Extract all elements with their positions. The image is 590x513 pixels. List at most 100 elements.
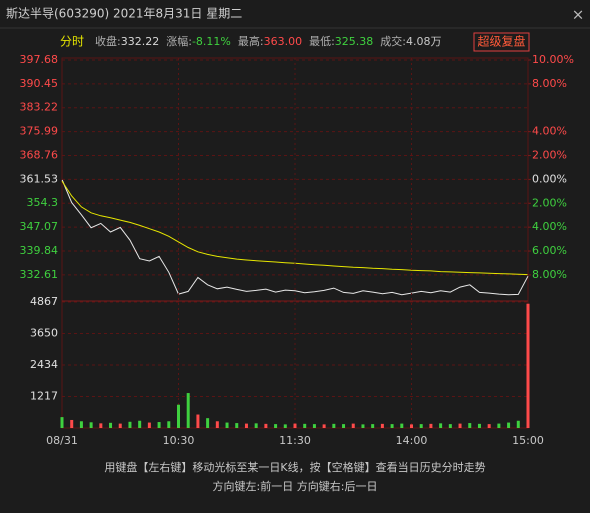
volume-bar [429, 423, 433, 428]
x-tick-label: 08/31 [46, 434, 78, 447]
volume-bar [138, 420, 142, 428]
volume-bar [177, 404, 180, 428]
volume-bar [332, 423, 336, 428]
footer-hint: 用键盘【左右键】移动光标至某一日K线，按【空格键】查看当日历史分时走势 [104, 460, 485, 474]
stat: 收盘:332.22 [95, 34, 159, 48]
y2-tick-label: 2.00% [532, 149, 567, 162]
volume-bar [254, 423, 258, 428]
volume-bar [244, 423, 248, 428]
stat: 涨幅:-8.11% [166, 35, 231, 48]
stat-value: 4.08万 [406, 35, 442, 48]
volume-bar [303, 423, 307, 428]
volume-bar [468, 423, 472, 428]
y-tick-label: 375.99 [20, 125, 59, 138]
volume-bar [60, 417, 64, 428]
volume-bar [167, 421, 171, 428]
x-tick-label: 15:00 [512, 434, 544, 447]
close-button[interactable]: × [572, 6, 585, 24]
stat: 最高:363.00 [238, 34, 302, 48]
volume-bar [380, 423, 384, 428]
volume-bar [312, 424, 316, 428]
volume-bar [458, 423, 462, 428]
volume-bar [448, 424, 452, 428]
volume-bar [293, 423, 297, 428]
button-frame[interactable] [473, 32, 530, 52]
volume-bar [361, 424, 365, 428]
y-tick-label: 2434 [30, 358, 58, 371]
review-button[interactable]: 超级复盘 [477, 34, 525, 49]
volume-bar [196, 414, 200, 428]
y2-tick-label: 10.00% [532, 53, 574, 66]
volume-bar [497, 423, 501, 428]
y-tick-label: 383.22 [20, 101, 59, 114]
stat-value: 363.00 [264, 35, 303, 48]
y-tick-label: 3650 [30, 327, 58, 340]
series-line [61, 179, 529, 296]
volume-bar [371, 424, 375, 428]
y2-tick-label: 4.00% [532, 125, 567, 138]
volume-bar [439, 423, 443, 428]
volume-bar [342, 424, 346, 428]
volume-bar [99, 423, 103, 428]
volume-bar [516, 420, 520, 428]
footer-keys: 方向键左:前一日 方向键右:后一日 [213, 479, 378, 493]
y-tick-label: 347.07 [20, 220, 59, 233]
y-tick-label: 390.45 [20, 77, 59, 90]
stat-label: 涨幅: [166, 35, 192, 48]
volume-bar [283, 424, 287, 428]
x-tick-label: 11:30 [279, 434, 311, 447]
volume-bar [477, 423, 481, 428]
y-tick-label: 332.61 [20, 268, 59, 281]
y-tick-label: 368.76 [20, 148, 59, 161]
volume-bar [70, 419, 74, 428]
stat-value: -8.11% [192, 35, 231, 48]
x-tick-label: 14:00 [396, 434, 428, 447]
volume-bar [109, 422, 113, 428]
volume-bar [186, 393, 190, 428]
stat-label: 成交: [380, 34, 406, 48]
stat-label: 最低: [309, 35, 335, 48]
x-tick-label: 10:30 [163, 434, 195, 447]
stat: 最低:325.38 [309, 35, 373, 48]
y2-tick-label: 8.00% [532, 268, 567, 281]
volume-bar [400, 423, 404, 428]
mode-label[interactable]: 分时 [60, 35, 84, 49]
volume-bar [118, 423, 122, 428]
stat-label: 收盘: [95, 34, 121, 48]
volume-bar [419, 424, 423, 428]
volume-bar [526, 303, 530, 428]
stat-label: 最高: [238, 34, 264, 48]
stat-value: 325.38 [335, 35, 374, 48]
volume-bar [89, 422, 93, 428]
volume-bar [79, 421, 83, 428]
y2-tick-label: 0.00% [532, 172, 567, 185]
y-tick-label: 354.3 [27, 196, 59, 209]
y-tick-label: 361.53 [20, 172, 59, 185]
stat-value: 332.22 [121, 35, 160, 48]
y2-tick-label: 8.00% [532, 77, 567, 90]
volume-bar [225, 422, 229, 428]
volume-bar [487, 424, 491, 428]
volume-bar [157, 422, 161, 428]
volume-bar [322, 424, 326, 428]
y-tick-label: 1217 [30, 389, 58, 402]
volume-bar [507, 422, 511, 428]
volume-bar [215, 421, 219, 428]
window-title: 斯达半导(603290) 2021年8月31日 星期二 [6, 7, 242, 21]
volume-bar [235, 423, 239, 428]
y-tick-label: 4867 [30, 295, 58, 308]
volume-bar [410, 424, 413, 428]
y-tick-label: 397.68 [20, 53, 59, 66]
stat: 成交:4.08万 [380, 34, 441, 48]
volume-bar [390, 424, 394, 428]
volume-bar [206, 418, 210, 428]
volume-bar [147, 422, 151, 428]
y2-tick-label: 6.00% [532, 244, 567, 257]
volume-bar [264, 423, 268, 428]
volume-bar [128, 421, 132, 428]
volume-bar [274, 424, 278, 428]
volume-bar [351, 423, 355, 428]
y2-tick-label: 2.00% [532, 196, 567, 209]
